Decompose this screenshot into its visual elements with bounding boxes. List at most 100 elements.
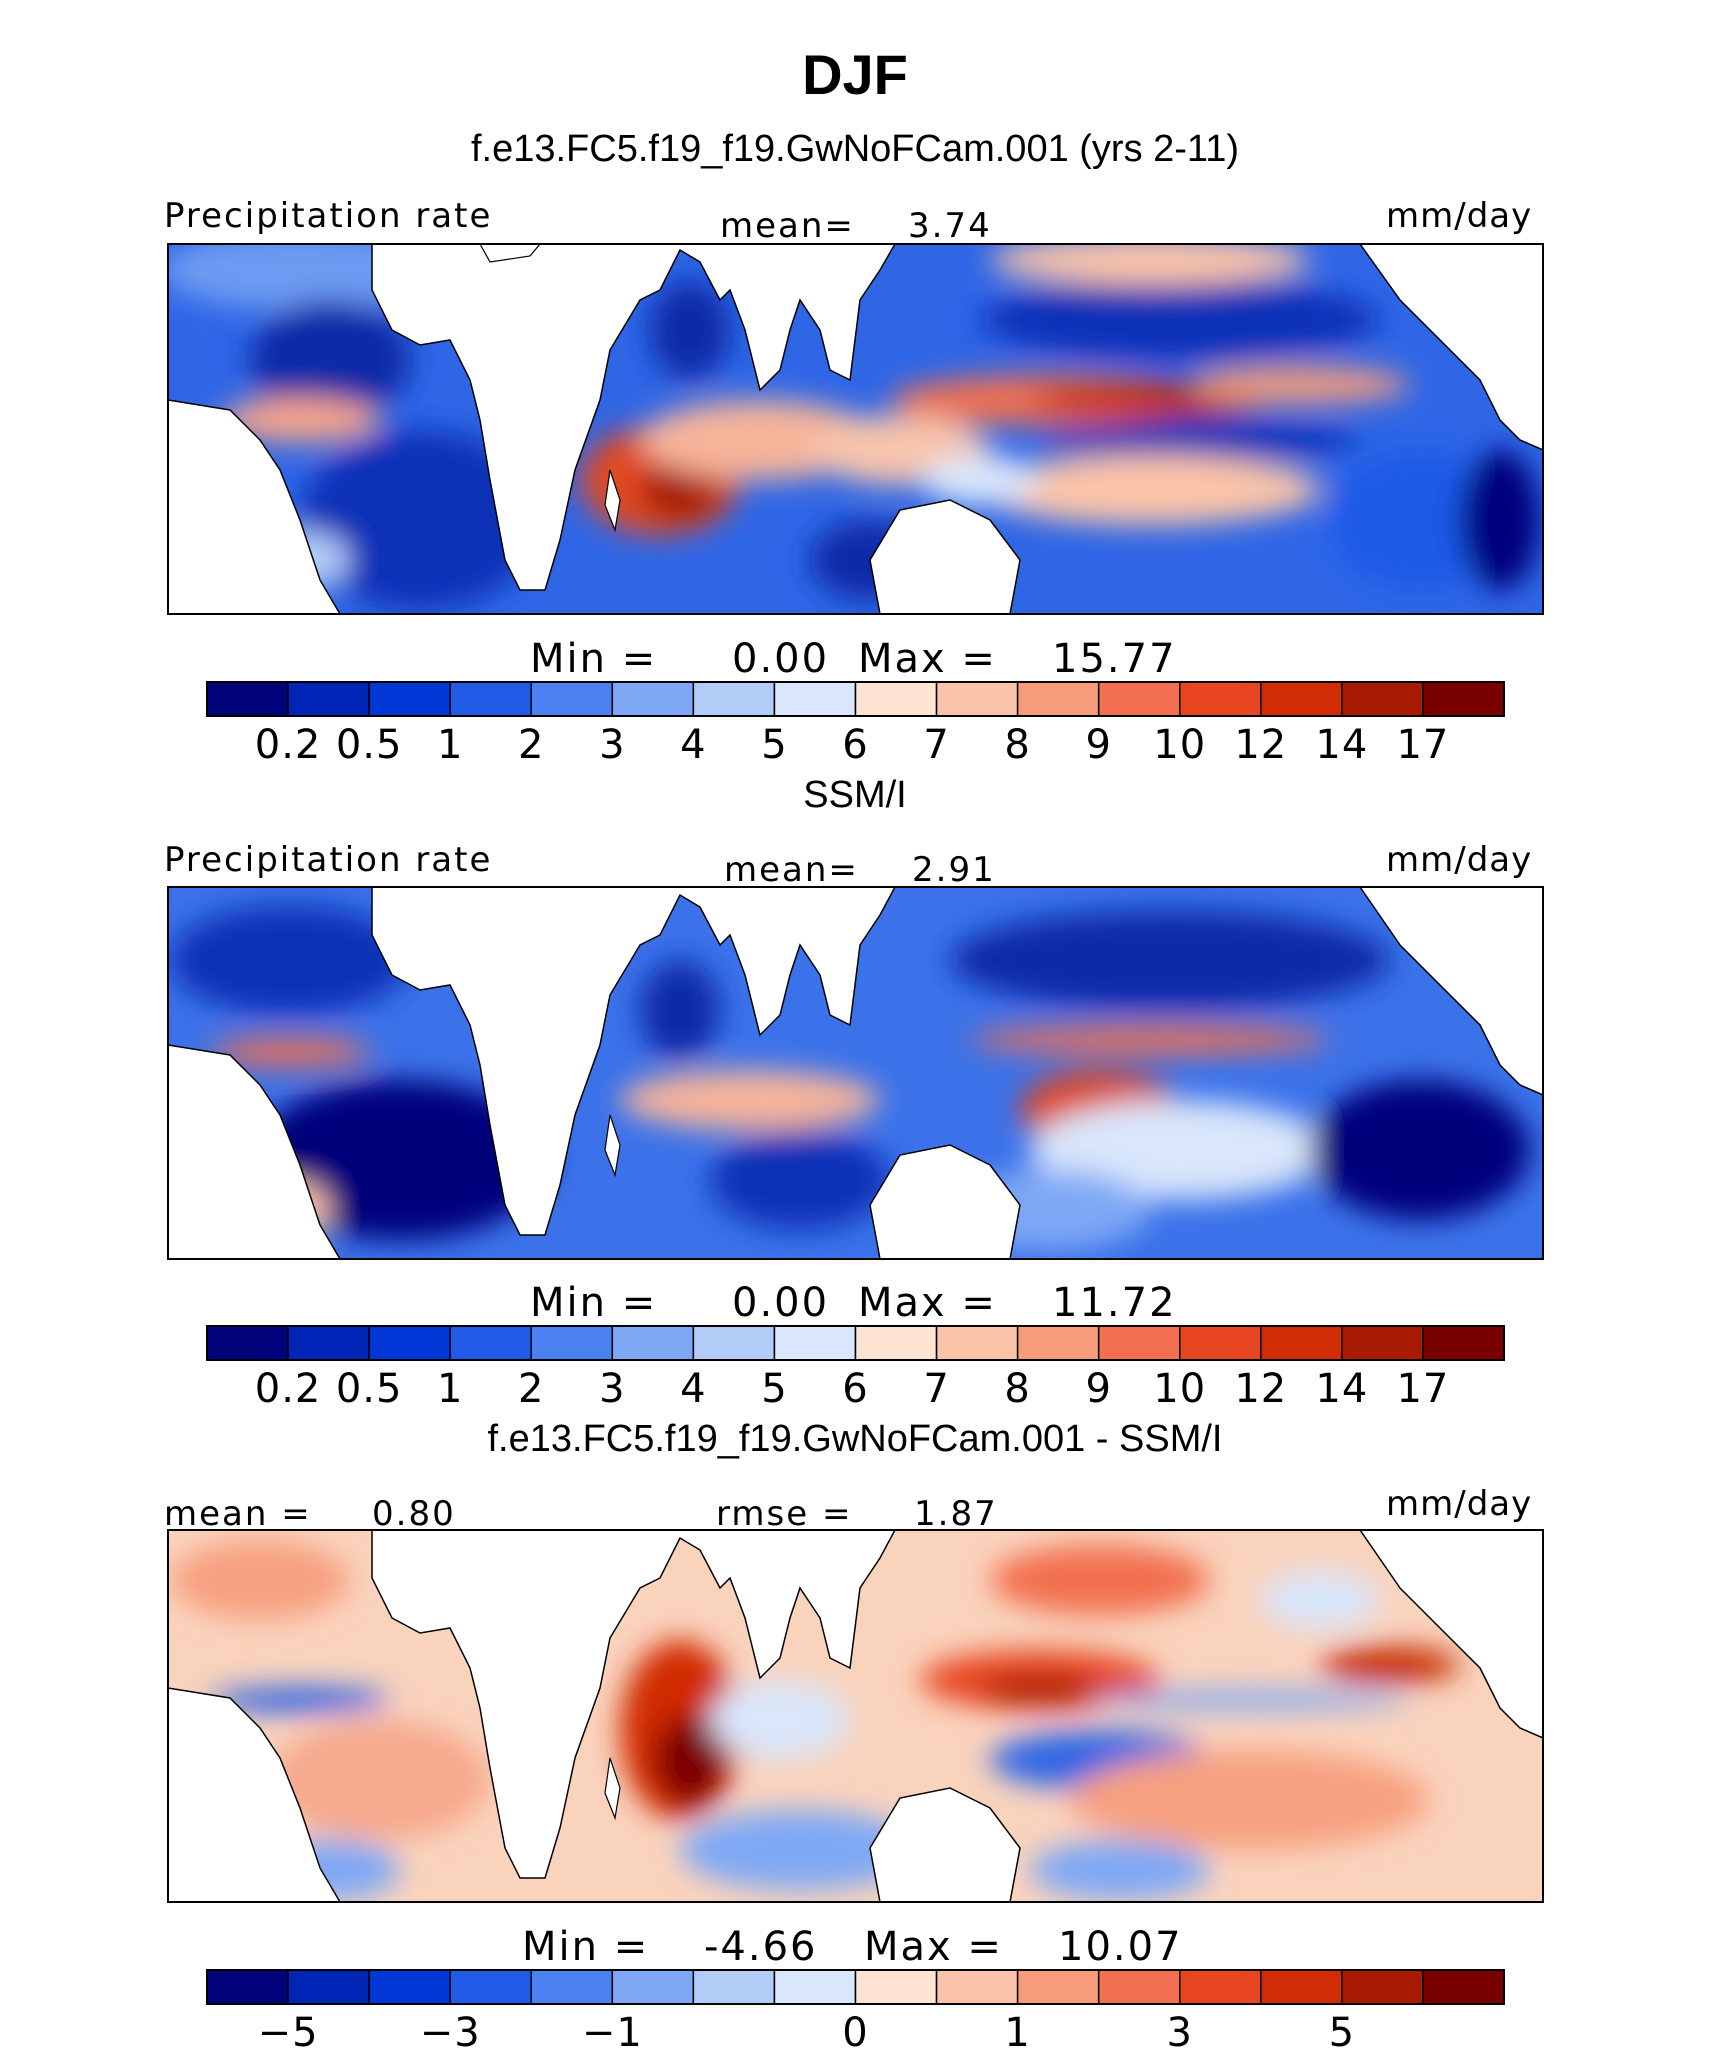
panel-1-colorbar-tick: 0.2: [254, 722, 322, 768]
panel-2-colorbar-tick: 8: [1004, 1366, 1031, 1412]
panel-3-colorbar-swatch: [1097, 1969, 1181, 2005]
panel-1-colorbar-swatch: [530, 681, 614, 717]
panel-1-colorbar-tick: 14: [1315, 722, 1369, 768]
panel-3-max-value: 10.07: [1058, 1924, 1183, 1970]
panel-1-colorbar-tick: 7: [923, 722, 950, 768]
panel-2-variable-label: Precipitation rate: [164, 840, 493, 880]
panel-1-colorbar-swatch: [287, 681, 370, 717]
panel-1-colorbar-tick: 8: [1004, 722, 1031, 768]
panel-1-mean-value: 3.74: [908, 206, 992, 246]
panel-3-colorbar-tick: −3: [419, 2010, 481, 2056]
panel-1-colorbar-swatch: [1016, 681, 1100, 717]
panel-3-min-value: -4.66: [704, 1924, 818, 1970]
panel-1-colorbar-tick: 3: [599, 722, 626, 768]
panel-1-colorbar-tick: 17: [1396, 722, 1450, 768]
panel-2-colorbar-swatch: [206, 1325, 289, 1361]
panel-2-colorbar-swatch: [1097, 1325, 1181, 1361]
panel-2-colorbar-swatch: [449, 1325, 532, 1361]
panel-2-units: mm/day: [1386, 840, 1533, 880]
panel-2-colorbar-swatch: [1341, 1325, 1424, 1361]
panel-1-colorbar-tick: 0.5: [335, 722, 403, 768]
panel-1-colorbar-swatch: [1179, 681, 1262, 717]
panel-1-colorbar-tick: 4: [680, 722, 707, 768]
panel-2-colorbar-swatch: [935, 1325, 1019, 1361]
panel-3-colorbar-swatch: [368, 1969, 451, 2005]
panel-1-units: mm/day: [1386, 196, 1533, 236]
panel-2-colorbar-tick: 0.2: [254, 1366, 322, 1412]
panel-2-colorbar-tick: 17: [1396, 1366, 1450, 1412]
panel-2-colorbar-tick: 1: [436, 1366, 464, 1412]
panel-1-colorbar-tick: 2: [518, 722, 545, 768]
panel-1-colorbar-tick: 6: [842, 722, 869, 768]
figure-title: DJF: [802, 43, 908, 106]
panel-2-colorbar-swatch: [1260, 1325, 1343, 1361]
panel-3-colorbar-swatch: [773, 1969, 857, 2005]
panel-2-min-label: Min =: [530, 1280, 658, 1326]
panel-3-colorbar-swatch: [1260, 1969, 1343, 2005]
panel-2-colorbar-tick: 3: [599, 1366, 626, 1412]
panel-1-colorbar-tick: 9: [1085, 722, 1112, 768]
panel-2-colorbar-tick: 4: [680, 1366, 707, 1412]
panel-2-colorbar-swatch: [1016, 1325, 1100, 1361]
panel-2-colorbar-tick: 7: [923, 1366, 950, 1412]
panel-3-colorbar-swatch: [1341, 1969, 1424, 2005]
panel-3-colorbar-tick: 3: [1166, 2010, 1193, 2056]
panel-1-max-label: Max =: [858, 636, 997, 682]
panel-1-max-value: 15.77: [1052, 636, 1177, 682]
panel-3-heading: f.e13.FC5.f19_f19.GwNoFCam.001 - SSM/I: [487, 1418, 1223, 1460]
panel-1-colorbar-swatch: [1097, 681, 1181, 717]
panel-3-colorbar-swatch: [206, 1969, 289, 2005]
panel-3-rmse-label: rmse =: [716, 1494, 853, 1534]
panel-1-min-label: Min =: [530, 636, 658, 682]
panel-1-colorbar-swatch: [935, 681, 1019, 717]
panel-2-colorbar-tick: 2: [518, 1366, 545, 1412]
panel-2-colorbar-tick: 14: [1315, 1366, 1369, 1412]
panel-2-max-value: 11.72: [1052, 1280, 1177, 1326]
panel-3-colorbar-swatch: [1016, 1969, 1100, 2005]
panel-1-colorbar-swatch: [206, 681, 289, 717]
panel-2-colorbar-swatch: [530, 1325, 614, 1361]
panel-2-colorbar-tick: 5: [761, 1366, 788, 1412]
panel-1-colorbar-tick: 10: [1153, 722, 1207, 768]
panel-1-variable-label: Precipitation rate: [164, 196, 493, 236]
panel-3-mean-value: 0.80: [372, 1494, 456, 1534]
panel-2-colorbar-tick: 0.5: [335, 1366, 403, 1412]
panel-2-colorbar-tick: 6: [842, 1366, 869, 1412]
panel-3-mean-label: mean =: [164, 1494, 312, 1534]
panel-3-min-label: Min =: [522, 1924, 650, 1970]
panel-2-colorbar-swatch: [287, 1325, 370, 1361]
panel-1-heading: f.e13.FC5.f19_f19.GwNoFCam.001 (yrs 2-11…: [470, 128, 1240, 170]
panel-2-heading: SSM/I: [803, 774, 907, 816]
panel-3-colorbar-tick: 1: [1004, 2010, 1031, 2056]
panel-3-colorbar-swatch: [1422, 1969, 1505, 2005]
panel-1-colorbar-tick: 5: [761, 722, 788, 768]
panel-3-colorbar-swatch: [692, 1969, 776, 2005]
panel-2-colorbar-swatch: [773, 1325, 857, 1361]
panel-1-colorbar-swatch: [449, 681, 532, 717]
panel-3-colorbar-tick: 5: [1328, 2010, 1356, 2056]
panel-2-min-value: 0.00: [732, 1280, 830, 1326]
panel-1-colorbar-tick: 1: [436, 722, 464, 768]
panel-1-colorbar-tick: 12: [1234, 722, 1288, 768]
panel-3-max-label: Max =: [864, 1924, 1003, 1970]
panel-2-colorbar-tick: 12: [1234, 1366, 1288, 1412]
panel-3-colorbar-swatch: [854, 1969, 938, 2005]
panel-2-max-label: Max =: [858, 1280, 997, 1326]
panel-2-colorbar-swatch: [1422, 1325, 1505, 1361]
panel-3-colorbar-swatch: [935, 1969, 1019, 2005]
panel-1-colorbar-swatch: [368, 681, 451, 717]
panel-3-colorbar-tick: 0: [842, 2010, 869, 2056]
panel-1-colorbar-swatch: [1341, 681, 1424, 717]
panel-2-colorbar-tick: 9: [1085, 1366, 1112, 1412]
panel-2-mean-label: mean=: [724, 850, 859, 890]
panel-2-colorbar-swatch: [611, 1325, 695, 1361]
panel-3-rmse-value: 1.87: [914, 1494, 998, 1534]
panel-3-colorbar-tick: −1: [581, 2010, 643, 2056]
panel-3-colorbar-swatch: [611, 1969, 695, 2005]
